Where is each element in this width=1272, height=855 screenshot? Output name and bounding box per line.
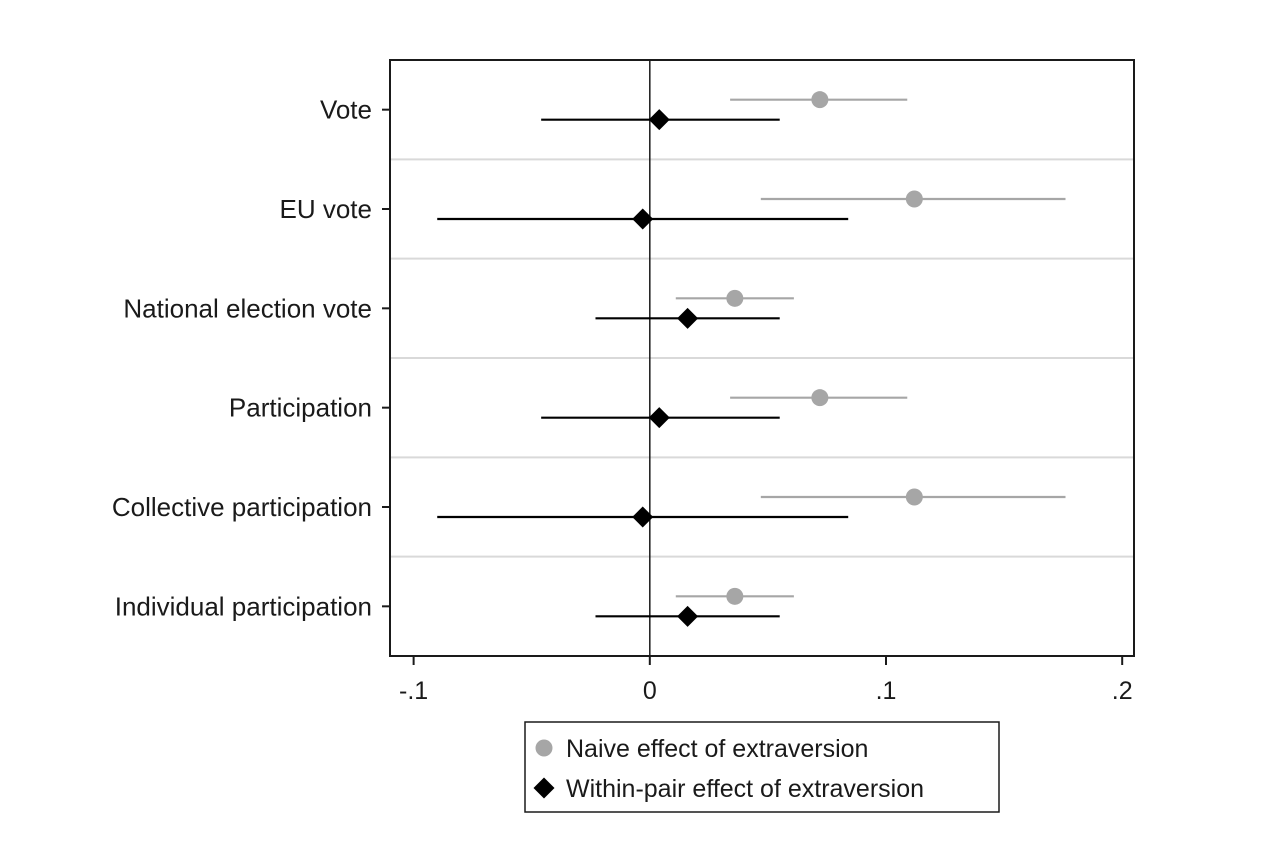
x-tick-label: 0 [643, 677, 657, 705]
within-pair-estimate-point [648, 109, 670, 131]
category-label: Collective participation [112, 492, 372, 522]
legend-within-pair-marker [533, 777, 555, 799]
within-pair-estimate-point [677, 307, 699, 329]
naive-estimate-point [905, 190, 923, 208]
x-axis: -.1 0 .1 .2 [399, 656, 1133, 705]
plot-frame [389, 59, 1135, 657]
series-layer [437, 91, 1066, 627]
within-pair-estimate-point [632, 208, 654, 230]
x-tick-label: .1 [876, 677, 897, 705]
legend-label: Naive effect of extraversion [566, 735, 868, 763]
x-tick-label: -.1 [399, 677, 428, 705]
legend: Naive effect of extraversion Within-pair … [524, 721, 1000, 813]
legend-label: Within-pair effect of extraversion [566, 775, 924, 803]
within-pair-estimate-point [632, 506, 654, 528]
naive-estimate-point [726, 587, 744, 605]
category-label: Individual participation [115, 591, 372, 621]
legend-naive-marker [535, 739, 553, 757]
series-within-pair [437, 109, 849, 627]
within-pair-estimate-point [648, 407, 670, 429]
naive-estimate-point [811, 389, 829, 407]
x-tick-label: .2 [1112, 677, 1133, 705]
legend-box [524, 721, 1000, 813]
within-pair-estimate-point [677, 605, 699, 627]
category-label: Vote [320, 95, 372, 125]
naive-estimate-point [726, 289, 744, 307]
grid-layer [390, 158, 1134, 558]
category-label: National election vote [123, 293, 372, 323]
series-naive [675, 91, 1066, 605]
category-label: EU vote [280, 194, 373, 224]
naive-estimate-point [811, 91, 829, 109]
category-label: Participation [229, 393, 372, 423]
y-axis: Vote EU vote National election vote Partici… [112, 95, 390, 621]
naive-estimate-point [905, 488, 923, 506]
